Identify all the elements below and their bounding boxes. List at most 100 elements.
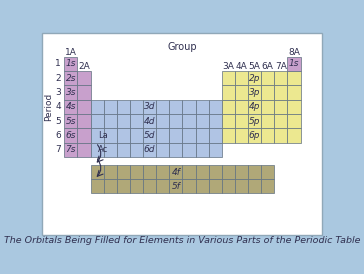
FancyBboxPatch shape: [209, 142, 222, 157]
FancyBboxPatch shape: [64, 100, 78, 114]
FancyBboxPatch shape: [91, 128, 104, 142]
FancyBboxPatch shape: [130, 165, 143, 179]
FancyBboxPatch shape: [117, 128, 130, 142]
Text: 3s: 3s: [66, 88, 76, 97]
Text: 1s: 1s: [66, 59, 76, 68]
FancyBboxPatch shape: [235, 165, 248, 179]
FancyBboxPatch shape: [248, 114, 261, 128]
FancyBboxPatch shape: [248, 165, 261, 179]
FancyBboxPatch shape: [64, 57, 78, 71]
FancyBboxPatch shape: [222, 165, 235, 179]
FancyBboxPatch shape: [143, 165, 156, 179]
FancyBboxPatch shape: [288, 85, 301, 100]
FancyBboxPatch shape: [209, 114, 222, 128]
FancyBboxPatch shape: [248, 71, 261, 85]
FancyBboxPatch shape: [117, 100, 130, 114]
FancyBboxPatch shape: [143, 100, 156, 114]
FancyBboxPatch shape: [78, 128, 91, 142]
Text: 3d: 3d: [144, 102, 155, 111]
FancyBboxPatch shape: [261, 114, 274, 128]
FancyBboxPatch shape: [130, 179, 143, 193]
Text: 5A: 5A: [249, 62, 261, 72]
Text: Group: Group: [167, 42, 197, 52]
FancyBboxPatch shape: [235, 100, 248, 114]
Text: 5s: 5s: [66, 117, 76, 125]
FancyBboxPatch shape: [169, 100, 182, 114]
FancyBboxPatch shape: [274, 100, 288, 114]
FancyBboxPatch shape: [91, 100, 104, 114]
FancyBboxPatch shape: [274, 114, 288, 128]
FancyBboxPatch shape: [261, 85, 274, 100]
FancyBboxPatch shape: [195, 165, 209, 179]
FancyBboxPatch shape: [104, 165, 117, 179]
Text: 4p: 4p: [249, 102, 260, 111]
FancyBboxPatch shape: [261, 100, 274, 114]
FancyBboxPatch shape: [130, 142, 143, 157]
FancyBboxPatch shape: [117, 165, 130, 179]
FancyBboxPatch shape: [91, 114, 104, 128]
Text: 4: 4: [55, 102, 61, 111]
FancyBboxPatch shape: [104, 128, 117, 142]
Text: Ac: Ac: [98, 145, 108, 154]
FancyBboxPatch shape: [288, 114, 301, 128]
FancyBboxPatch shape: [274, 71, 288, 85]
Text: 5f: 5f: [171, 182, 180, 191]
Text: 6p: 6p: [249, 131, 260, 140]
Text: 4f: 4f: [171, 167, 180, 176]
FancyBboxPatch shape: [64, 85, 78, 100]
FancyBboxPatch shape: [235, 85, 248, 100]
FancyBboxPatch shape: [117, 142, 130, 157]
FancyBboxPatch shape: [182, 165, 195, 179]
FancyBboxPatch shape: [248, 85, 261, 100]
FancyBboxPatch shape: [195, 179, 209, 193]
FancyBboxPatch shape: [182, 142, 195, 157]
FancyBboxPatch shape: [104, 142, 117, 157]
FancyBboxPatch shape: [248, 179, 261, 193]
FancyBboxPatch shape: [64, 142, 78, 157]
Text: 4s: 4s: [66, 102, 76, 111]
FancyBboxPatch shape: [130, 114, 143, 128]
FancyBboxPatch shape: [64, 114, 78, 128]
Text: La: La: [98, 131, 108, 140]
FancyBboxPatch shape: [130, 100, 143, 114]
Text: 1: 1: [55, 59, 61, 68]
FancyBboxPatch shape: [288, 57, 301, 71]
FancyBboxPatch shape: [261, 165, 274, 179]
FancyBboxPatch shape: [261, 179, 274, 193]
FancyBboxPatch shape: [64, 128, 78, 142]
FancyBboxPatch shape: [156, 165, 169, 179]
Text: 2: 2: [55, 74, 61, 83]
FancyBboxPatch shape: [169, 114, 182, 128]
Text: 3: 3: [55, 88, 61, 97]
Text: 1A: 1A: [65, 48, 77, 57]
FancyBboxPatch shape: [64, 71, 78, 85]
FancyBboxPatch shape: [261, 71, 274, 85]
Text: 6: 6: [55, 131, 61, 140]
FancyBboxPatch shape: [117, 114, 130, 128]
FancyBboxPatch shape: [195, 100, 209, 114]
FancyBboxPatch shape: [104, 100, 117, 114]
Text: 3A: 3A: [222, 62, 234, 72]
Text: 5d: 5d: [144, 131, 155, 140]
FancyBboxPatch shape: [222, 100, 235, 114]
FancyBboxPatch shape: [143, 114, 156, 128]
FancyBboxPatch shape: [261, 128, 274, 142]
FancyBboxPatch shape: [235, 71, 248, 85]
Text: 7: 7: [55, 145, 61, 154]
Text: 5: 5: [55, 117, 61, 125]
Text: 4d: 4d: [144, 117, 155, 125]
FancyBboxPatch shape: [248, 100, 261, 114]
FancyBboxPatch shape: [274, 85, 288, 100]
Text: 7A: 7A: [275, 62, 287, 72]
FancyBboxPatch shape: [235, 128, 248, 142]
FancyBboxPatch shape: [288, 128, 301, 142]
FancyBboxPatch shape: [156, 179, 169, 193]
FancyBboxPatch shape: [195, 128, 209, 142]
Text: 8A: 8A: [288, 48, 300, 57]
FancyBboxPatch shape: [182, 114, 195, 128]
FancyBboxPatch shape: [156, 114, 169, 128]
Text: 3p: 3p: [249, 88, 260, 97]
FancyBboxPatch shape: [209, 179, 222, 193]
FancyBboxPatch shape: [78, 100, 91, 114]
FancyBboxPatch shape: [91, 179, 104, 193]
